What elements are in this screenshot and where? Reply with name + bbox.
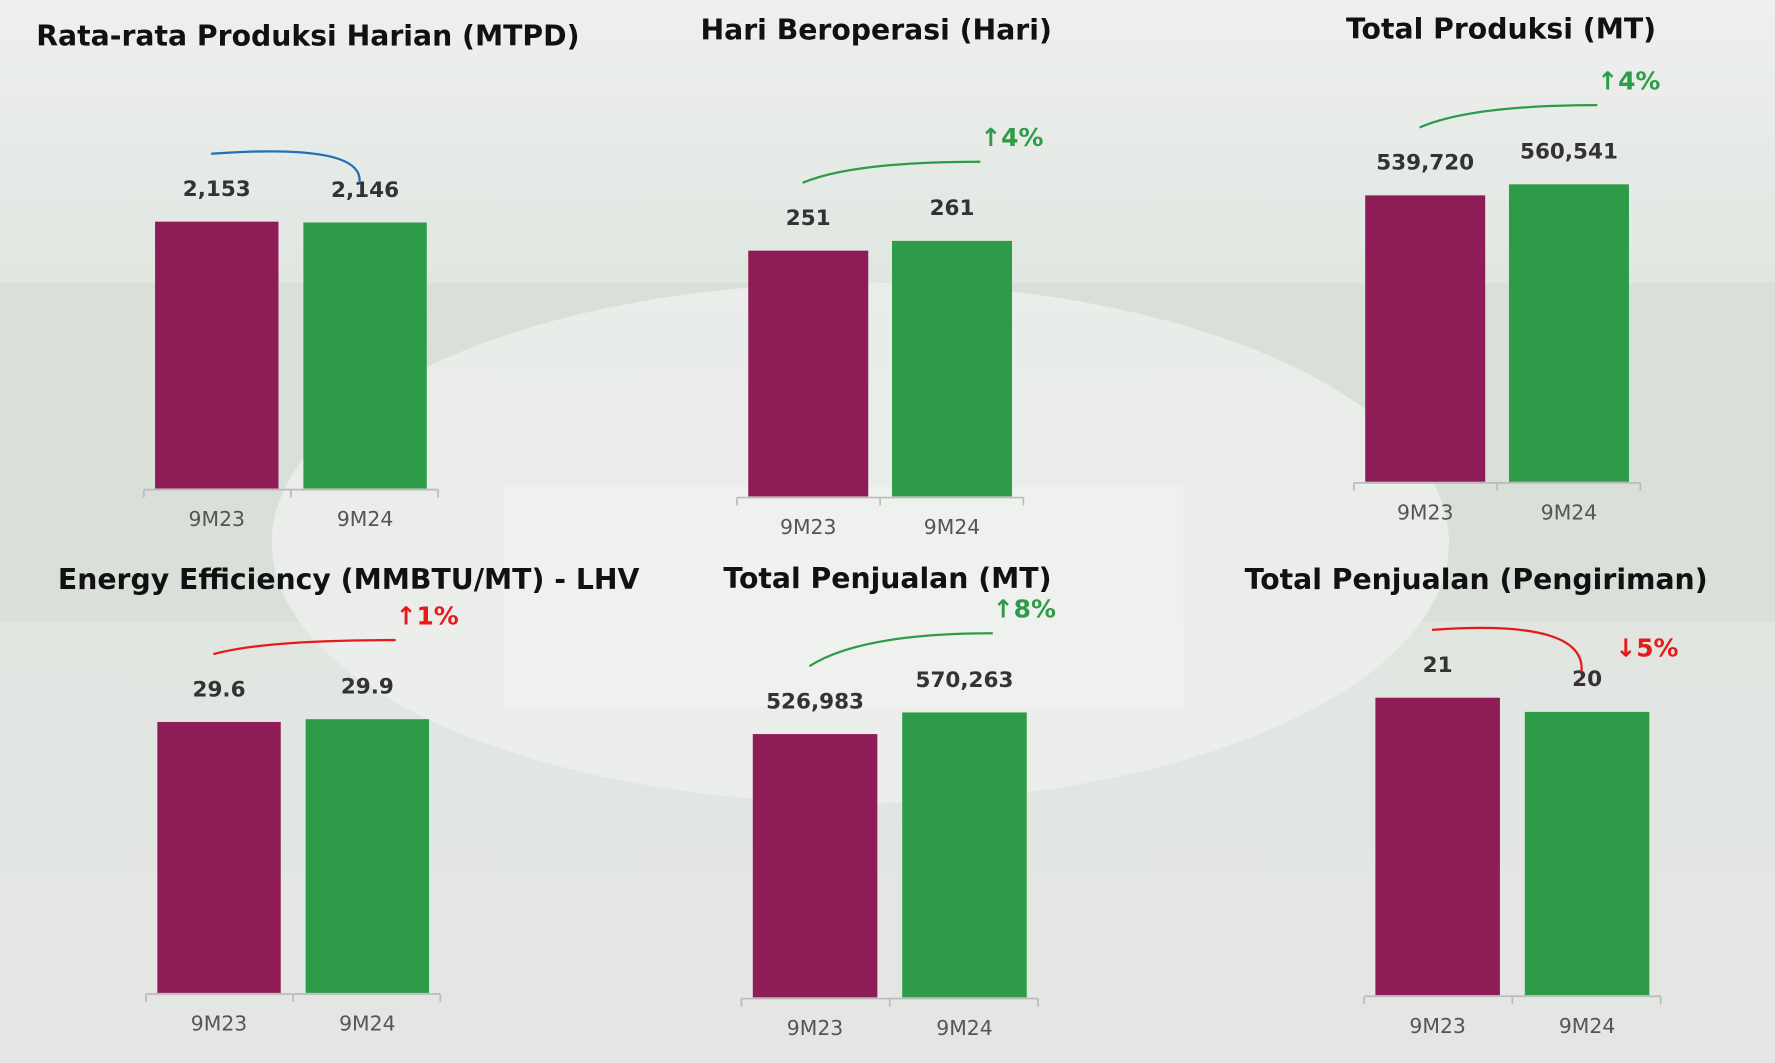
bar — [305, 719, 430, 993]
trend-curve — [211, 150, 361, 184]
x-tick-label: 9M24 — [924, 515, 980, 539]
bar — [157, 721, 281, 993]
value-label: 2,153 — [183, 177, 251, 202]
change-annotation: ↑4% — [1597, 67, 1660, 96]
x-tick-label: 9M23 — [787, 1016, 843, 1040]
change-annotation: ↓5% — [1615, 634, 1678, 663]
bar — [748, 250, 869, 497]
bar — [752, 734, 878, 998]
value-label: 2,146 — [331, 178, 399, 203]
value-label: 251 — [786, 206, 831, 231]
bar — [892, 240, 1013, 497]
chart-title: Total Penjualan (MT) — [723, 562, 1051, 595]
x-tick-label: 9M24 — [1541, 500, 1597, 524]
chart-title: Rata-rata Produksi Harian (MTPD) — [36, 19, 579, 52]
bar — [155, 221, 279, 489]
change-annotation: ↑1% — [396, 601, 459, 630]
bar — [1508, 184, 1629, 482]
bar — [1365, 195, 1486, 482]
bar — [1524, 711, 1650, 996]
bar — [1375, 697, 1500, 996]
bar — [902, 712, 1027, 998]
value-label: 29.6 — [193, 677, 246, 702]
background-logo — [503, 486, 1183, 707]
x-tick-label: 9M23 — [780, 515, 836, 539]
trend-curve — [808, 632, 993, 668]
trend-curve — [213, 638, 396, 656]
value-label: 539,720 — [1376, 151, 1474, 176]
bar — [303, 222, 427, 489]
value-label: 20 — [1572, 667, 1602, 692]
x-tick-label: 9M23 — [189, 507, 245, 531]
chart-title: Hari Beroperasi (Hari) — [700, 14, 1051, 47]
value-label: 570,263 — [916, 668, 1014, 693]
change-annotation: ↑4% — [980, 123, 1043, 152]
x-tick-label: 9M24 — [337, 507, 393, 531]
trend-curve — [802, 160, 981, 184]
value-label: 261 — [930, 196, 975, 221]
x-tick-label: 9M24 — [339, 1012, 395, 1036]
chart-title: Total Penjualan (Pengiriman) — [1245, 563, 1708, 596]
x-tick-label: 9M24 — [1559, 1014, 1615, 1038]
chart-title: Total Produksi (MT) — [1346, 13, 1656, 46]
value-label: 526,983 — [766, 689, 864, 714]
value-label: 29.9 — [341, 675, 394, 700]
x-tick-label: 9M24 — [936, 1016, 992, 1040]
x-tick-label: 9M23 — [1409, 1014, 1465, 1038]
trend-curve — [1431, 626, 1583, 673]
change-annotation: ↑8% — [993, 595, 1056, 624]
chart-title: Energy Efficiency (MMBTU/MT) - LHV — [58, 563, 640, 596]
x-tick-label: 9M23 — [191, 1012, 247, 1036]
value-label: 560,541 — [1520, 140, 1618, 165]
trend-curve — [1419, 104, 1598, 129]
value-label: 21 — [1423, 653, 1453, 678]
x-tick-label: 9M23 — [1397, 500, 1453, 524]
